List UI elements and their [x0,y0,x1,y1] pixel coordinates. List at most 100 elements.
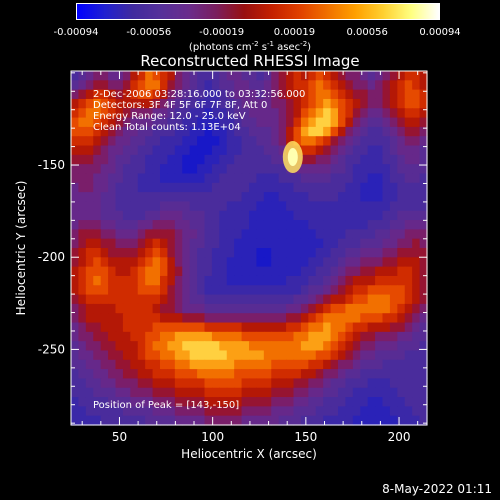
heatmap-cell [115,248,124,258]
heatmap-cell [204,210,213,221]
heatmap-cell [249,406,258,417]
heatmap-cell [160,89,169,100]
heatmap-cell [375,117,384,128]
heatmap-cell [397,117,406,128]
heatmap-cell [167,285,176,296]
heatmap-cell [419,378,428,389]
heatmap-cell [211,331,220,342]
heatmap-cell [93,136,102,147]
heatmap-cell [100,378,109,389]
heatmap-cell [293,397,302,407]
heatmap-cell [397,98,406,109]
heatmap-cell [397,248,406,258]
heatmap-cell [263,303,272,314]
heatmap-cell [241,294,250,305]
heatmap-cell [249,108,258,119]
heatmap-cell [293,378,302,389]
heatmap-cell [108,294,117,305]
heatmap-cell [367,285,376,296]
heatmap-cell [108,89,117,100]
heatmap-cell [108,238,117,249]
heatmap-cell [271,210,280,221]
heatmap-cell [174,350,183,361]
heatmap-cell [300,71,309,81]
heatmap-cell [419,98,428,109]
heatmap-cell [122,126,131,137]
heatmap-cell [160,350,169,361]
heatmap-cell [100,173,109,184]
heatmap-cell [389,322,398,333]
x-axis-label: Heliocentric X (arcsec) [181,447,317,461]
heatmap-cell [85,98,94,109]
heatmap-cell [93,201,102,212]
heatmap-cell [130,182,139,193]
heatmap-cell [360,192,369,203]
heatmap-cell [249,359,258,370]
heatmap-cell [338,322,347,333]
heatmap-cell [286,248,295,258]
heatmap-cell [382,369,391,380]
heatmap-cell [93,238,102,249]
heatmap-cell [204,369,213,380]
heatmap-cell [130,98,139,109]
heatmap-cell [100,350,109,361]
heatmap-cell [182,322,191,333]
heatmap-cell [345,387,354,398]
heatmap-cell [122,257,131,268]
heatmap-cell [182,192,191,203]
heatmap-cell [152,220,161,230]
heatmap-cell [93,248,102,258]
heatmap-cell [271,350,280,361]
heatmap-cell [152,229,161,240]
heatmap-cell [174,145,183,156]
heatmap-cell [263,229,272,240]
heatmap-cell [315,108,324,119]
heatmap-cell [271,285,280,296]
heatmap-cell [293,182,302,193]
heatmap-cell [130,387,139,398]
heatmap-cell [249,275,258,286]
heatmap-cell [315,98,324,109]
heatmap-cell [278,229,287,240]
heatmap-cell [145,341,154,352]
heatmap-cell [122,182,131,193]
heatmap-cell [323,387,332,398]
heatmap-cell [182,108,191,119]
heatmap-cell [367,359,376,370]
heatmap-cell [412,275,421,286]
heatmap-cell [71,275,80,286]
heatmap-cell [174,71,183,81]
heatmap-cell [256,173,265,184]
heatmap-cell [308,303,317,314]
heatmap-cell [375,359,384,370]
heatmap-cell [256,108,265,119]
heatmap-cell [234,406,243,417]
heatmap-cell [137,154,146,165]
heatmap-cell [226,192,235,203]
heatmap-cell [130,126,139,137]
heatmap-cell [122,220,131,230]
heatmap-cell [404,397,413,407]
heatmap-cell [345,248,354,258]
heatmap-cell [323,80,332,91]
heatmap-cell [108,313,117,324]
heatmap-cell [330,322,339,333]
heatmap-cell [271,397,280,407]
heatmap-cell [315,350,324,361]
heatmap-cell [115,136,124,147]
heatmap-cell [330,303,339,314]
heatmap-cell [419,415,428,426]
heatmap-cell [412,248,421,258]
heatmap-cell [160,322,169,333]
heatmap-cell [78,387,87,398]
heatmap-cell [338,164,347,175]
heatmap-cell [152,201,161,212]
heatmap-cell [389,164,398,175]
heatmap-cell [315,275,324,286]
heatmap-cell [234,182,243,193]
heatmap-cell [152,173,161,184]
heatmap-cell [278,89,287,100]
heatmap-cell [130,275,139,286]
heatmap-cell [174,257,183,268]
heatmap-cell [345,229,354,240]
